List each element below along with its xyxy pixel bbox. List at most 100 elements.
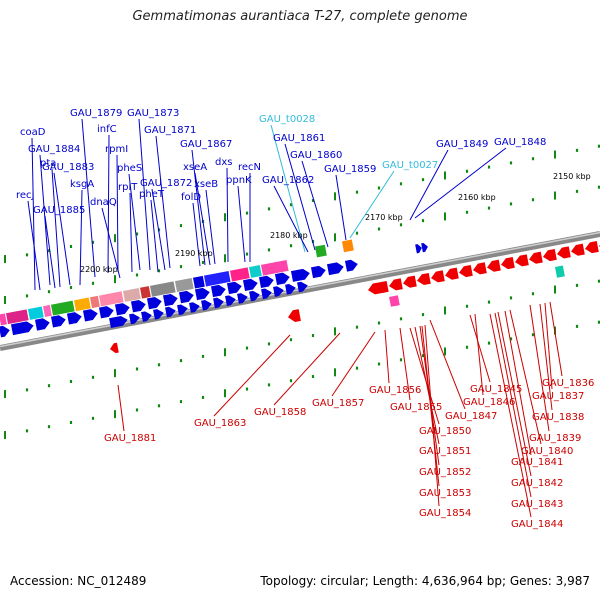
feature-block bbox=[389, 295, 400, 307]
leader-line bbox=[424, 324, 440, 507]
leader-line bbox=[509, 309, 542, 445]
gene-label: GAU_1844 bbox=[511, 519, 563, 530]
gene-arrow bbox=[162, 293, 178, 307]
leader-line bbox=[270, 124, 306, 253]
gene-label: GAU_1884 bbox=[28, 144, 80, 155]
kbp-label: 2170 kbp bbox=[365, 213, 403, 222]
leader-line bbox=[331, 331, 376, 397]
feature-block bbox=[174, 277, 194, 292]
gene-arrow bbox=[487, 259, 501, 272]
kbp-label: 2190 kbp bbox=[175, 249, 213, 258]
gene-label: dxs bbox=[215, 157, 232, 168]
feature-block bbox=[122, 288, 141, 302]
gene-arrow bbox=[226, 281, 242, 295]
leader-line bbox=[421, 325, 440, 487]
gene-arrow bbox=[210, 284, 226, 298]
gene-label: GAU_1861 bbox=[273, 133, 325, 144]
gene-label: GAU_1863 bbox=[194, 418, 246, 429]
leader-line bbox=[384, 329, 390, 384]
gene-arrow bbox=[66, 312, 82, 325]
gene-label: ksgA bbox=[70, 179, 94, 190]
feature-block bbox=[139, 286, 151, 299]
feature-block bbox=[149, 281, 176, 297]
feature-block bbox=[192, 275, 205, 289]
leader-line bbox=[474, 313, 484, 396]
gene-arrow bbox=[288, 309, 301, 323]
gene-label: GAU_1885 bbox=[33, 205, 85, 216]
gene-label: GAU_1842 bbox=[511, 478, 563, 489]
gene-arrows bbox=[0, 238, 600, 354]
gene-label: GAU_1852 bbox=[419, 467, 471, 478]
gene-label: GAU_1847 bbox=[445, 411, 497, 422]
leader-line bbox=[81, 118, 96, 278]
feature-block bbox=[203, 270, 231, 287]
gene-arrow bbox=[459, 264, 473, 278]
leader-line bbox=[31, 137, 36, 291]
map-title: Gemmatimonas aurantiaca T-27, complete g… bbox=[132, 9, 468, 24]
gene-label: GAU_1836 bbox=[542, 378, 594, 389]
leader-line bbox=[409, 149, 449, 221]
gene-label: GAU_1846 bbox=[463, 397, 515, 408]
gene-arrow bbox=[82, 309, 98, 322]
gene-label: GAU_1855 bbox=[390, 402, 442, 413]
gene-label: GAU_1859 bbox=[324, 164, 376, 175]
feature-block bbox=[27, 306, 44, 320]
leader-line bbox=[53, 172, 71, 286]
gene-label: pheS bbox=[117, 163, 142, 174]
gene-label: GAU_t0027 bbox=[382, 160, 438, 171]
gene-arrow bbox=[389, 278, 403, 291]
gene-label: GAU_1873 bbox=[127, 108, 179, 119]
gene-arrow bbox=[557, 246, 571, 259]
leader-line bbox=[469, 314, 491, 383]
gene-label: GAU_1853 bbox=[419, 488, 471, 499]
gene-arrow bbox=[297, 281, 308, 293]
gene-label: GAU_1848 bbox=[494, 137, 546, 148]
leader-line bbox=[237, 185, 246, 263]
leader-line bbox=[44, 215, 56, 289]
gene-arrow bbox=[114, 303, 130, 316]
gene-arrow bbox=[153, 309, 164, 320]
leader-line bbox=[226, 167, 229, 263]
gene-arrow bbox=[165, 306, 176, 318]
gene-label: GAU_1849 bbox=[436, 139, 488, 150]
feature-tracks bbox=[0, 239, 565, 326]
gene-arrow bbox=[249, 290, 260, 302]
leader-line bbox=[494, 312, 532, 498]
gene-arrow bbox=[146, 296, 162, 310]
gene-arrow bbox=[310, 265, 326, 279]
gene-arrow bbox=[242, 278, 258, 292]
gene-arrow bbox=[189, 302, 200, 313]
leader-line bbox=[489, 313, 532, 518]
leader-line bbox=[497, 311, 532, 477]
leader-line bbox=[409, 327, 440, 425]
gene-label: GAU_1850 bbox=[419, 426, 471, 437]
gene-label: dnaQ bbox=[90, 197, 117, 208]
gene-label: GAU_1837 bbox=[532, 391, 584, 402]
gene-arrow bbox=[585, 241, 599, 254]
gene-label: GAU_1883 bbox=[42, 162, 94, 173]
leader-line bbox=[335, 174, 347, 241]
leader-line bbox=[79, 189, 83, 286]
gene-label: GAU_1845 bbox=[470, 384, 522, 395]
feature-block bbox=[0, 313, 7, 326]
gene-arrow bbox=[110, 342, 119, 354]
gene-label: rpmI bbox=[105, 144, 128, 155]
gene-label: xseB bbox=[194, 179, 218, 190]
gene-arrow bbox=[50, 315, 66, 328]
leader-line bbox=[150, 199, 159, 273]
gene-arrow bbox=[194, 287, 210, 301]
gene-arrow bbox=[98, 306, 114, 319]
gene-label: GAU_t0028 bbox=[259, 114, 315, 125]
gene-arrow bbox=[515, 254, 529, 267]
gene-label: folD bbox=[181, 192, 201, 203]
feature-block bbox=[42, 304, 52, 318]
gene-arrow bbox=[501, 256, 515, 270]
gene-arrow bbox=[274, 272, 290, 285]
gene-label: pheT bbox=[139, 189, 165, 200]
leader-line bbox=[128, 173, 141, 271]
gene-label: GAU_1843 bbox=[511, 499, 563, 510]
gene-arrow bbox=[473, 262, 487, 275]
gene-arrow bbox=[415, 244, 422, 254]
gene-arrow bbox=[571, 243, 585, 256]
